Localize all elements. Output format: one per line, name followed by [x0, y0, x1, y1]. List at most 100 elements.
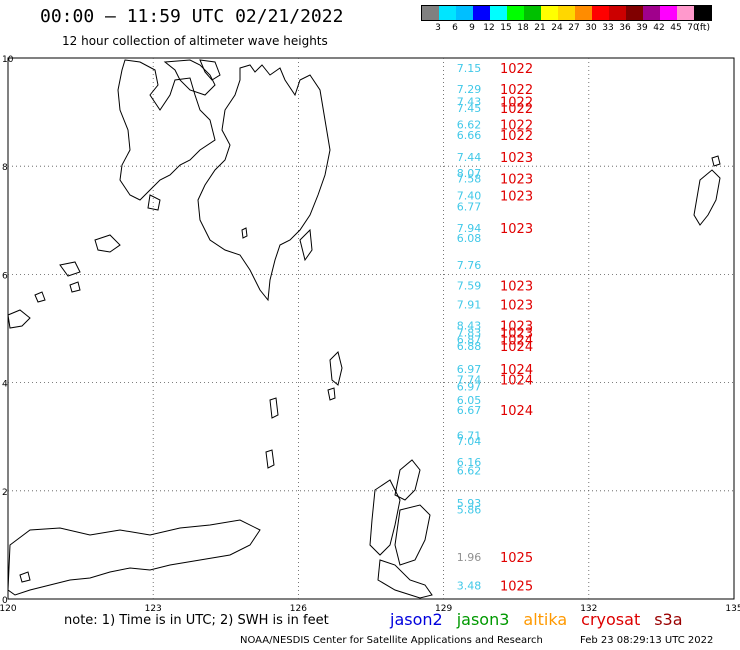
pressure-value: 1022 [500, 118, 533, 133]
legend-swatch [541, 6, 558, 20]
observation-track: 7.15 1022 7.29 1022 7.43 1022 7.45 1022 6.62 1022… [457, 62, 533, 594]
lat-label: 8 [2, 163, 8, 173]
legend-swatch [456, 6, 473, 20]
pressure-value: 1023 [500, 320, 533, 335]
wave-height-value: 6.87 [457, 334, 482, 347]
pressure-value: 1023 [500, 327, 533, 342]
wave-height-value: 1.96 [457, 551, 482, 564]
legend-labels: 3 6 9 12 15 18 21 24 27 30 33 36 39 42 45 70 (ft) [421, 21, 712, 33]
wave-height-value: 6.08 [457, 232, 482, 245]
pressure-value: 1024 [500, 340, 533, 355]
legend-label: 36 [619, 23, 631, 33]
pressure-value: 1024 [500, 363, 533, 378]
wave-height-value: 6.77 [457, 201, 482, 214]
pressure-value: 1025 [500, 579, 533, 594]
wave-height-value: 7.91 [457, 298, 482, 311]
pressure-value: 1022 [500, 83, 533, 98]
satellite-name: cryosat [581, 610, 641, 629]
wave-height-value: 7.58 [457, 172, 482, 185]
wave-height-value: 7.45 [457, 102, 482, 115]
lon-label: 129 [435, 604, 452, 614]
legend-swatch [575, 6, 592, 20]
wave-height-value: 6.62 [457, 118, 482, 131]
lat-label: 10 [2, 55, 14, 65]
legend-label: (ft) [696, 23, 710, 33]
wave-height-value: 3.48 [457, 579, 482, 592]
legend-swatch [694, 6, 711, 20]
legend-label: 21 [534, 23, 546, 33]
pressure-value: 1022 [500, 96, 533, 111]
credit-line: NOAA/NESDIS Center for Satellite Applica… [240, 635, 543, 646]
page-title: 00:00 – 11:59 UTC 02/21/2022 [40, 6, 344, 27]
pressure-value: 1022 [500, 129, 533, 144]
pressure-value: 1023 [500, 222, 533, 237]
lat-label: 2 [2, 488, 8, 498]
legend-swatch [473, 6, 490, 20]
lat-label: 6 [2, 271, 8, 281]
longitude-labels: 120 123 126 129 132 135 [0, 604, 740, 614]
pressure-value: 1025 [500, 551, 533, 566]
legend-swatch [677, 6, 694, 20]
pressure-value: 1023 [500, 172, 533, 187]
pressure-value: 1024 [500, 404, 533, 419]
wave-height-value: 8.43 [457, 320, 482, 333]
legend-label: 6 [452, 23, 458, 33]
pressure-value: 1024 [500, 334, 533, 349]
latitude-labels: 10 8 6 4 2 0 [2, 55, 14, 606]
color-legend: 3 6 9 12 15 18 21 24 27 30 33 36 39 42 45 70 (ft) [421, 5, 712, 33]
lat-label: 0 [2, 596, 8, 606]
legend-label: 9 [469, 23, 475, 33]
satellite-name: s3a [654, 610, 683, 629]
satellite-name: jason2 [390, 610, 443, 629]
wave-height-value: 7.15 [457, 62, 482, 75]
wave-height-value: 7.44 [457, 151, 482, 164]
legend-swatch [626, 6, 643, 20]
legend-swatch [524, 6, 541, 20]
lon-label: 135 [725, 604, 740, 614]
wave-height-value: 7.04 [457, 435, 482, 448]
wave-height-value: 7.74 [457, 374, 482, 387]
legend-label: 12 [483, 23, 495, 33]
wave-height-value: 5.86 [457, 504, 482, 517]
legend-label: 24 [551, 23, 563, 33]
pressure-value: 1023 [500, 298, 533, 313]
legend-swatch [660, 6, 677, 20]
wave-height-value: 5.93 [457, 497, 482, 510]
pressure-value: 1024 [500, 374, 533, 389]
generated-timestamp: Feb 23 08:29:13 UTC 2022 [580, 635, 714, 646]
wave-height-value: 6.97 [457, 363, 482, 376]
wave-height-value: 6.71 [457, 429, 482, 442]
page-subtitle: 12 hour collection of altimeter wave hei… [62, 34, 328, 48]
legend-swatch [558, 6, 575, 20]
legend-label: 42 [653, 23, 665, 33]
pressure-value: 1022 [500, 62, 533, 77]
wave-height-value: 7.29 [457, 83, 482, 96]
legend-label: 33 [602, 23, 614, 33]
satellite-name: jason3 [456, 610, 510, 629]
legend-swatch [643, 6, 660, 20]
legend-label: 15 [500, 23, 512, 33]
coastlines [7, 59, 721, 599]
wave-height-value: 8.07 [457, 167, 482, 180]
legend-swatch [592, 6, 609, 20]
wave-height-value: 7.94 [457, 222, 482, 235]
wave-height-value: 6.88 [457, 340, 482, 353]
legend-label: 30 [585, 23, 597, 33]
wave-height-value: 6.05 [457, 394, 482, 407]
wave-height-value: 7.76 [457, 259, 482, 272]
wave-height-value: 6.62 [457, 465, 482, 478]
satellite-legend: jason2 jason3 altika cryosat s3a [390, 610, 697, 629]
legend-label: 27 [568, 23, 580, 33]
legend-swatch [507, 6, 524, 20]
legend-swatch [490, 6, 507, 20]
lon-label: 126 [290, 604, 307, 614]
pressure-value: 1023 [500, 190, 533, 205]
lon-label: 120 [0, 604, 17, 614]
wave-height-value: 6.97 [457, 381, 482, 394]
legend-label: 70 [687, 23, 699, 33]
lon-label: 132 [580, 604, 597, 614]
legend-label: 39 [636, 23, 648, 33]
gridlines [8, 58, 734, 599]
lat-label: 4 [2, 380, 8, 390]
wave-height-value: 7.40 [457, 190, 482, 203]
